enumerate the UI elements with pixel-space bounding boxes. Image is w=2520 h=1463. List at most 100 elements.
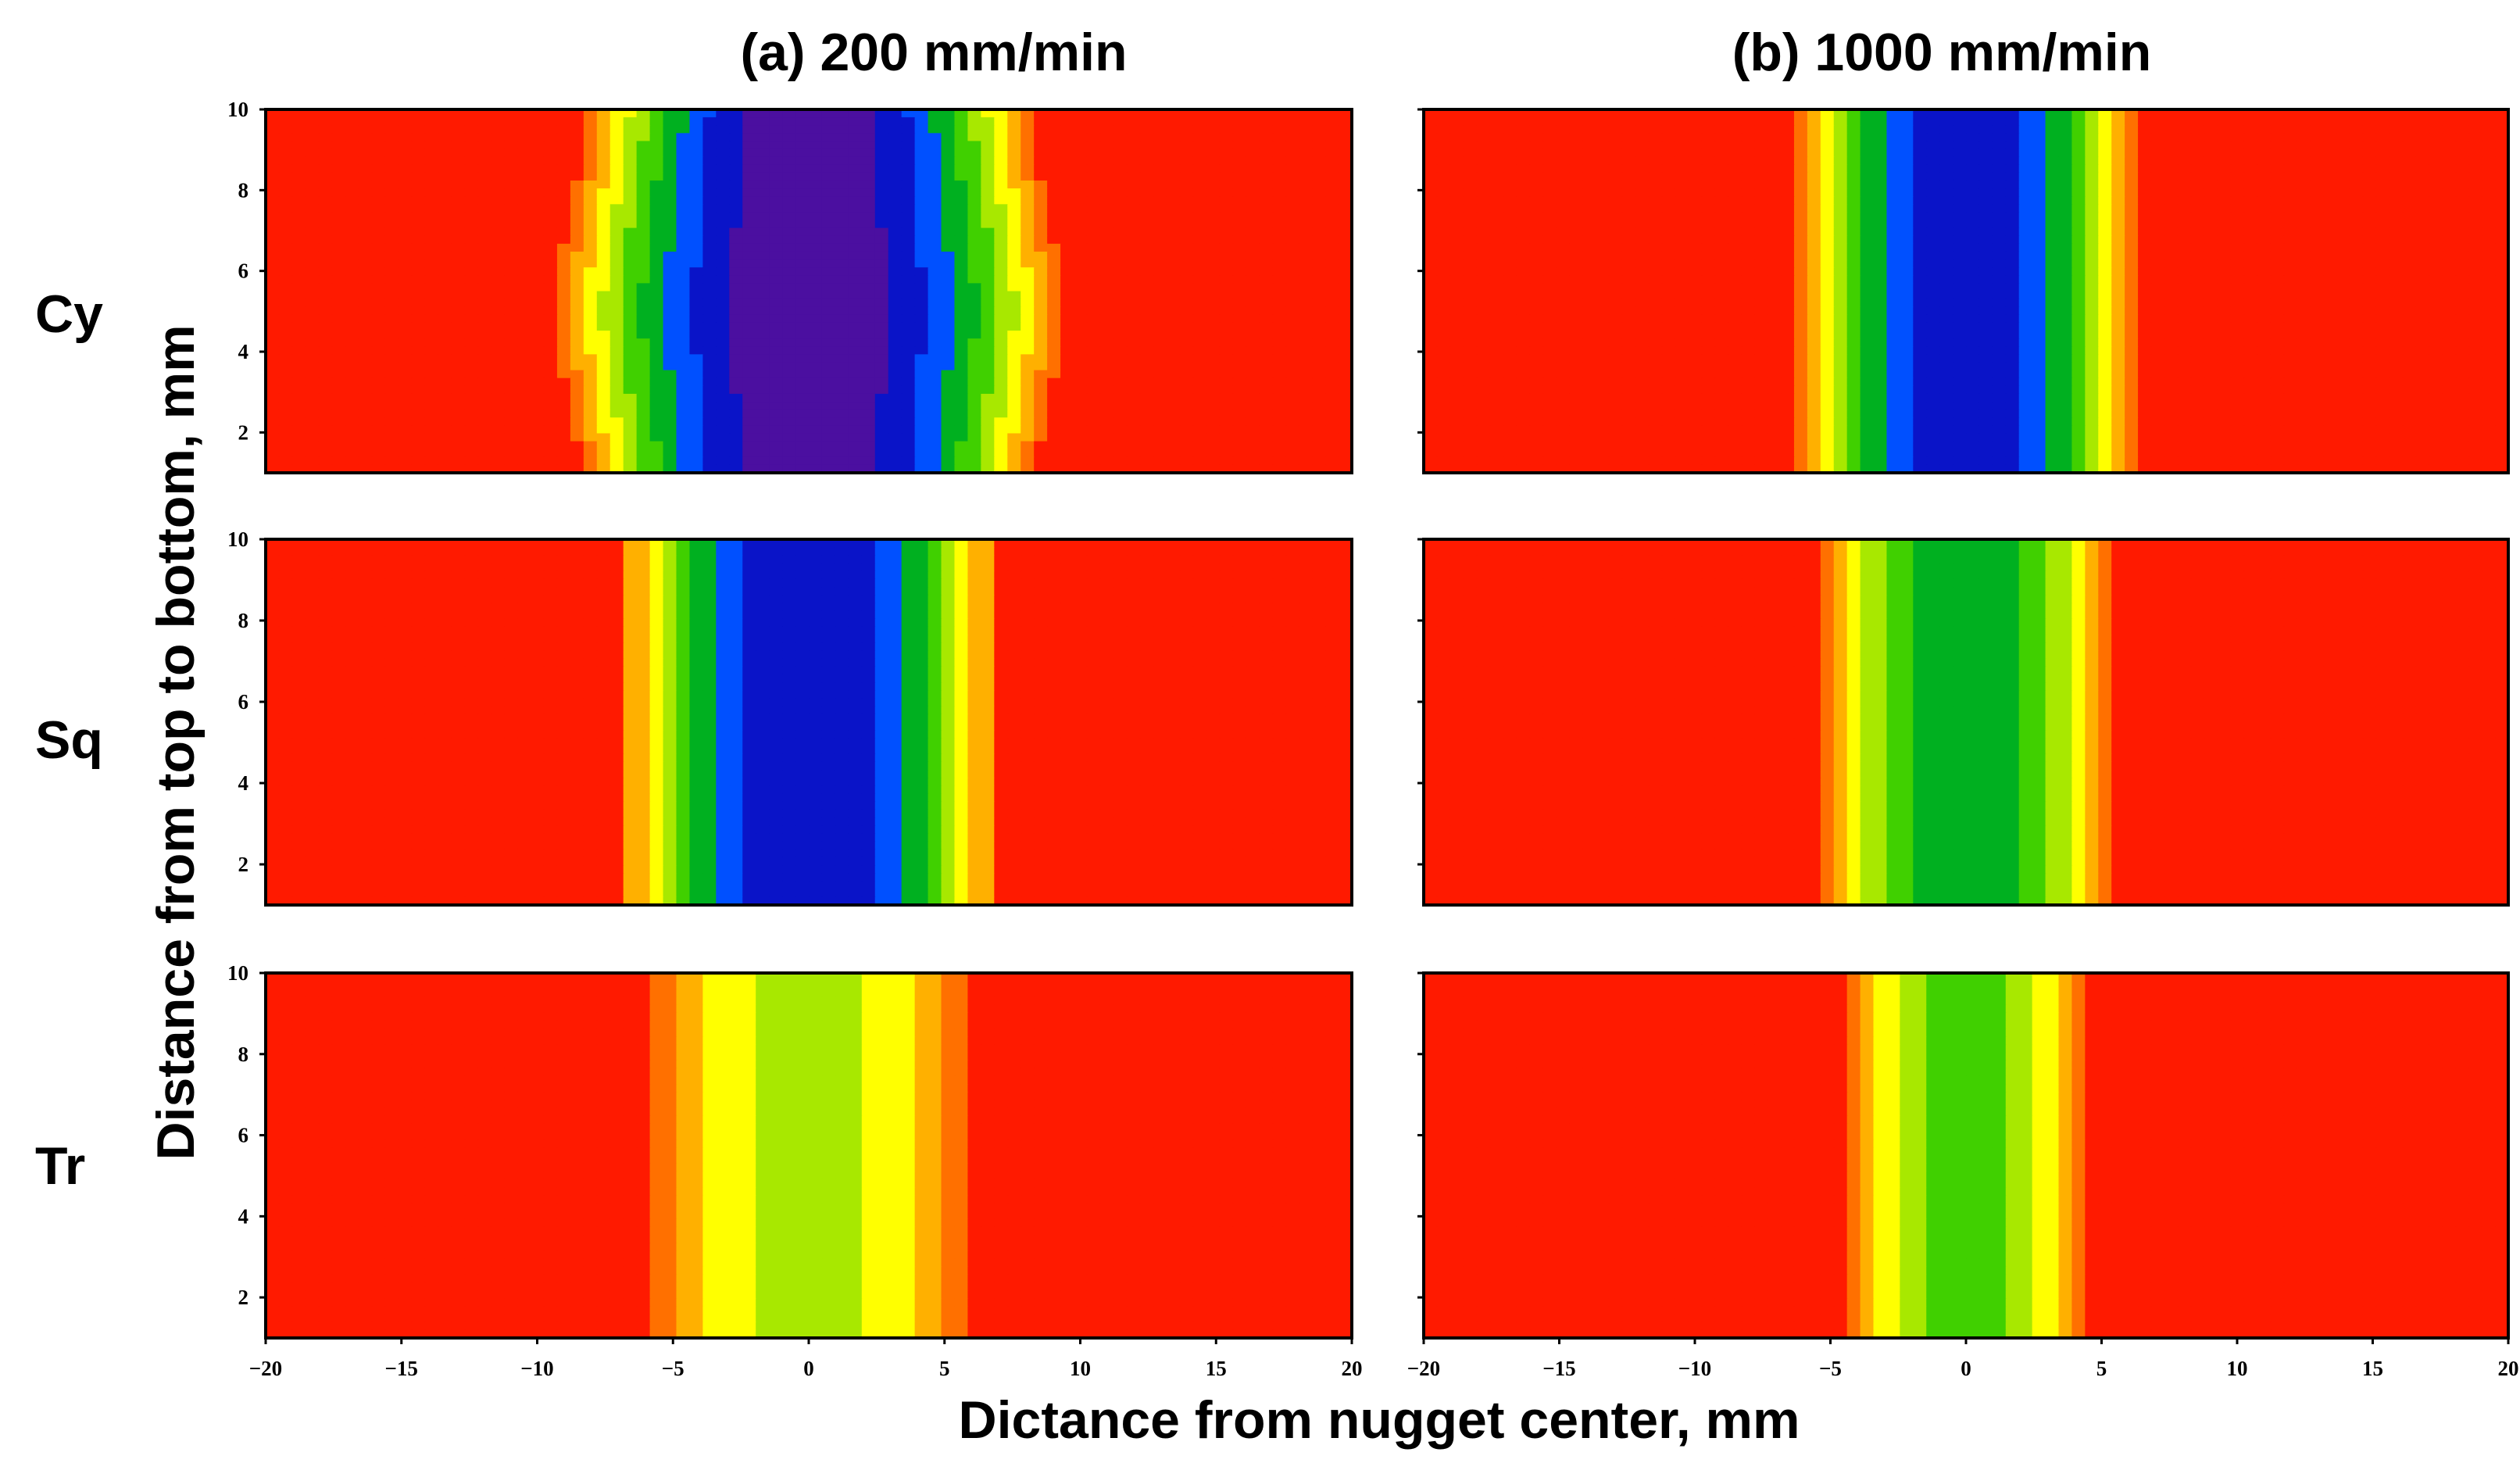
heatmap-cell	[319, 188, 333, 197]
heatmap-cell	[928, 228, 942, 237]
heatmap-cell	[742, 204, 756, 213]
heatmap-cell	[1074, 244, 1088, 252]
heatmap-cell	[1312, 157, 1326, 166]
heatmap-cell	[306, 259, 320, 268]
heatmap-cell	[1153, 283, 1167, 292]
heatmap-cell	[1007, 204, 1021, 213]
heatmap-cell	[438, 283, 452, 292]
heatmap-cell	[1153, 252, 1167, 260]
heatmap-cell	[570, 252, 584, 260]
heatmap-cell	[517, 299, 531, 308]
heatmap-cell	[359, 204, 373, 213]
heatmap-cell	[1232, 244, 1246, 252]
heatmap-cell	[399, 228, 413, 237]
heatmap-cell	[345, 244, 359, 252]
heatmap-cell	[624, 196, 638, 205]
heatmap-cell	[319, 133, 333, 141]
heatmap-cell	[345, 133, 359, 141]
heatmap-cell	[729, 292, 743, 300]
heatmap-cell	[372, 212, 386, 220]
heatmap-cell	[915, 292, 929, 300]
heatmap-cell	[849, 125, 863, 134]
heatmap-cell	[319, 267, 333, 276]
heatmap-cell	[888, 220, 903, 229]
heatmap-cell	[319, 315, 333, 324]
heatmap-cell	[875, 299, 889, 308]
heatmap-cell	[1034, 117, 1048, 126]
heatmap-cell	[1285, 307, 1299, 316]
heatmap-cell	[809, 165, 823, 173]
heatmap-cell	[1034, 244, 1048, 252]
heatmap-cell	[954, 307, 968, 316]
heatmap-cell	[1007, 299, 1021, 308]
heatmap-cell	[835, 267, 849, 276]
heatmap-cell	[624, 259, 638, 268]
heatmap-cell	[477, 125, 491, 134]
heatmap-cell	[1034, 259, 1048, 268]
heatmap-cell	[504, 149, 518, 158]
heatmap-cell	[795, 252, 810, 260]
heatmap-cell	[1180, 307, 1194, 316]
heatmap-cell	[531, 228, 545, 237]
heatmap-cell	[849, 181, 863, 189]
heatmap-cell	[822, 228, 836, 237]
heatmap-cell	[822, 173, 836, 181]
heatmap-cell	[875, 307, 889, 316]
heatmap-cell	[517, 212, 531, 220]
heatmap-cell	[915, 220, 929, 229]
heatmap-cell	[1272, 188, 1286, 197]
heatmap-cell	[716, 196, 730, 205]
heatmap-cell	[1167, 133, 1181, 141]
heatmap-cell	[570, 204, 584, 213]
heatmap-cell	[942, 283, 956, 292]
heatmap-cell	[716, 244, 730, 252]
heatmap-cell	[716, 157, 730, 166]
heatmap-cell	[570, 141, 584, 149]
heatmap-cell	[451, 133, 465, 141]
heatmap-cell	[942, 173, 956, 181]
heatmap-cell	[385, 228, 399, 237]
heatmap-cell	[1299, 117, 1313, 126]
heatmap-cell	[570, 117, 584, 126]
heatmap-cell	[491, 181, 505, 189]
heatmap-cell	[795, 299, 810, 308]
heatmap-cell	[610, 299, 624, 308]
heatmap-cell	[809, 204, 823, 213]
heatmap-cell	[862, 220, 876, 229]
heatmap-cell	[306, 157, 320, 166]
heatmap-cell	[967, 173, 981, 181]
heatmap-cell	[942, 228, 956, 237]
heatmap-cell	[967, 157, 981, 166]
heatmap-cell	[319, 228, 333, 237]
heatmap-cell	[689, 283, 703, 292]
heatmap-cell	[835, 173, 849, 181]
heatmap-cell	[994, 283, 1008, 292]
heatmap-cell	[1246, 173, 1260, 181]
heatmap-cell	[769, 149, 783, 158]
heatmap-cell	[1140, 283, 1154, 292]
heatmap-cell	[517, 283, 531, 292]
heatmap-cell	[782, 165, 796, 173]
heatmap-cell	[399, 196, 413, 205]
heatmap-cell	[266, 149, 280, 158]
heatmap-cell	[756, 133, 770, 141]
heatmap-cell	[584, 259, 598, 268]
heatmap-cell	[1299, 252, 1313, 260]
heatmap-cell	[795, 228, 810, 237]
heatmap-cell	[1219, 236, 1233, 245]
heatmap-cell	[279, 252, 293, 260]
heatmap-cell	[1060, 125, 1074, 134]
heatmap-cell	[332, 157, 346, 166]
heatmap-cell	[1167, 157, 1181, 166]
heatmap-cell	[517, 220, 531, 229]
heatmap-cell	[597, 212, 611, 220]
heatmap-cell	[902, 275, 916, 284]
heatmap-cell	[1127, 149, 1141, 158]
heatmap-cell	[1034, 283, 1048, 292]
heatmap-cell	[544, 196, 558, 205]
heatmap-cell	[663, 181, 677, 189]
heatmap-cell	[266, 196, 280, 205]
heatmap-cell	[702, 292, 717, 300]
heatmap-cell	[451, 149, 465, 158]
heatmap-cell	[570, 259, 584, 268]
